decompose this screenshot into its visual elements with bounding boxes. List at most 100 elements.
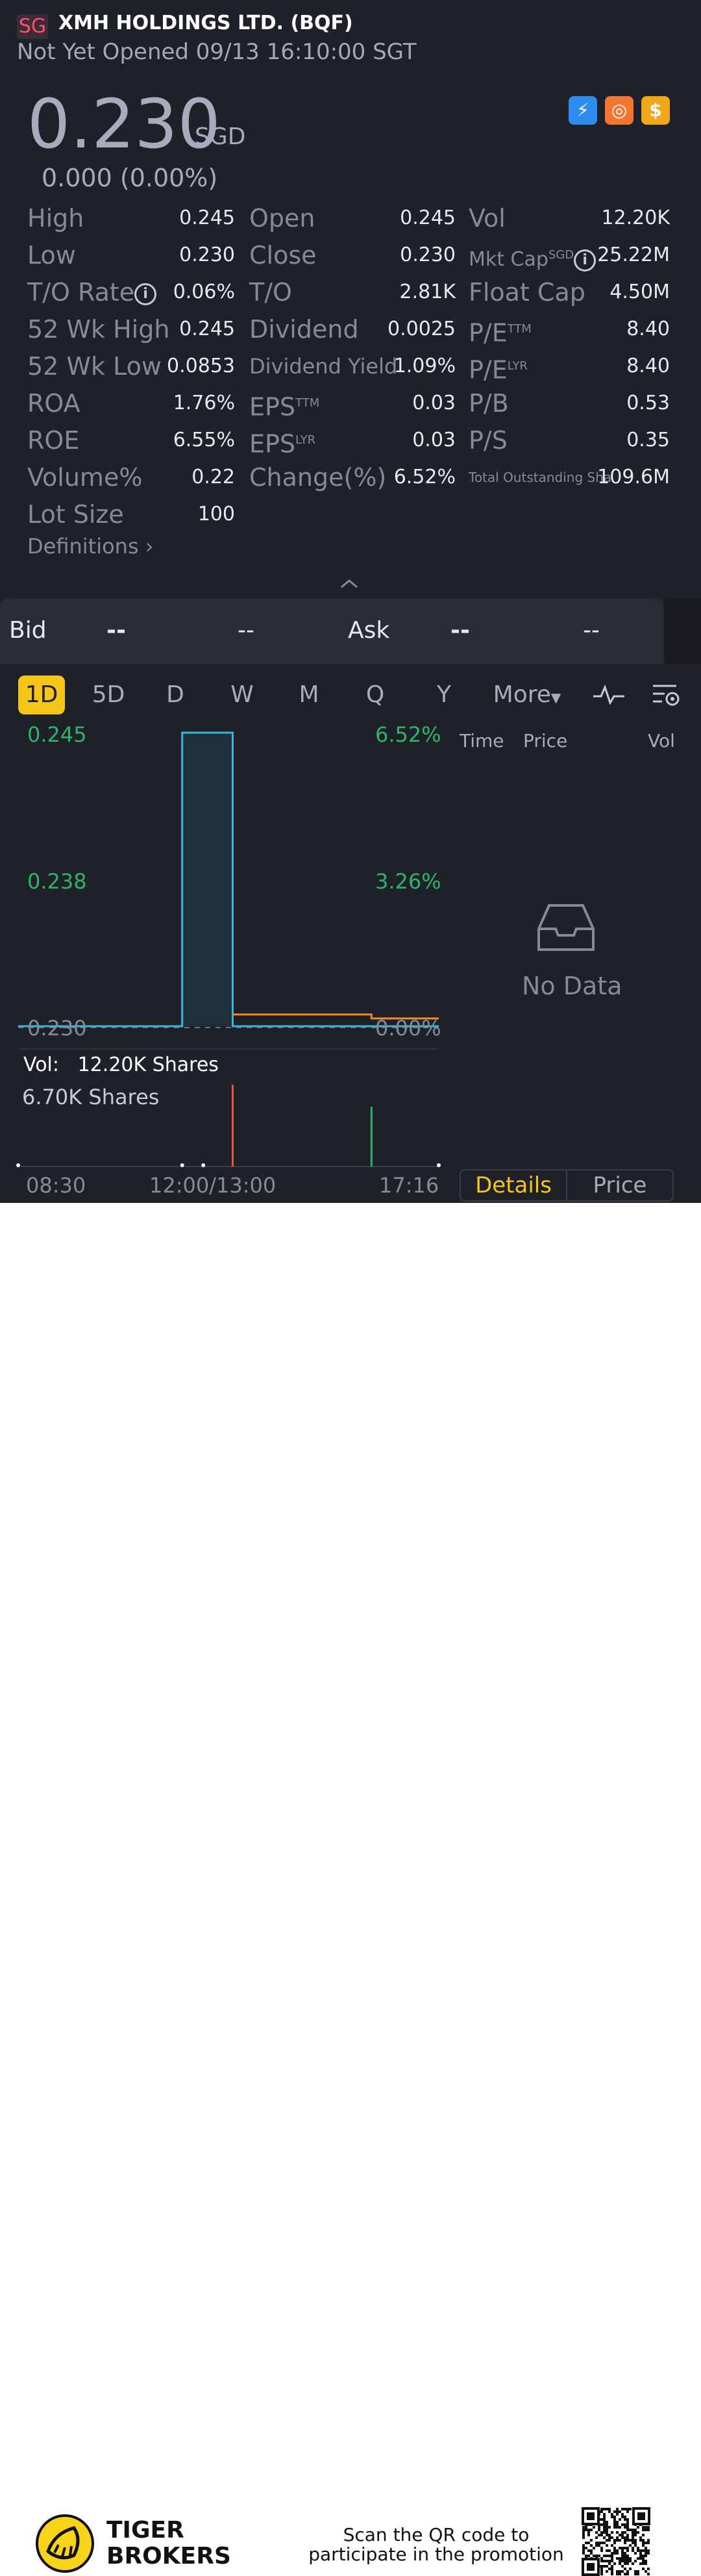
qr-module xyxy=(582,2552,585,2555)
collapse-caret-icon[interactable] xyxy=(339,577,360,590)
price-toggle[interactable]: Price xyxy=(593,1172,647,1198)
qr-module xyxy=(585,2529,587,2531)
definitions-link[interactable]: Definitions › xyxy=(27,534,154,559)
stat-close-label: Close xyxy=(249,241,317,270)
info-icon[interactable]: i xyxy=(574,249,596,271)
stat-torate-value: 0.06% xyxy=(173,281,235,303)
qr-module xyxy=(634,2534,637,2536)
qr-module xyxy=(611,2557,613,2560)
stock-quote-screen: SG XMH HOLDINGS LTD. (BQF) Not Yet Opene… xyxy=(0,0,701,1203)
flash-icon[interactable]: ⚡ xyxy=(569,96,597,125)
qr-module xyxy=(606,2523,608,2526)
indicator-icon[interactable] xyxy=(592,682,626,708)
promo-footer: TIGER BROKERS Scan the QR code to partici… xyxy=(0,1203,701,2576)
y-tick-left-bottom: 0.230 xyxy=(27,1016,87,1041)
qr-module xyxy=(611,2573,613,2575)
stat-div-yield-label: Dividend Yield xyxy=(249,354,398,379)
tab-quarter[interactable]: Q xyxy=(365,681,385,708)
qr-module xyxy=(603,2555,606,2557)
qr-module xyxy=(626,2523,629,2526)
qr-module xyxy=(634,2544,637,2547)
qr-module xyxy=(613,2552,616,2555)
tab-1d[interactable]: 1D xyxy=(18,676,65,714)
qr-module xyxy=(639,2536,642,2539)
qr-module xyxy=(624,2542,626,2544)
qr-module xyxy=(608,2549,611,2552)
qr-module xyxy=(603,2526,606,2529)
volume-dot xyxy=(180,1163,184,1167)
qr-module xyxy=(639,2557,642,2560)
qr-module xyxy=(598,2526,600,2529)
qr-module xyxy=(616,2573,619,2575)
qr-module xyxy=(629,2544,632,2547)
qr-module xyxy=(621,2513,624,2516)
qr-module xyxy=(606,2544,608,2547)
x-tick-close: 17:16 xyxy=(379,1173,439,1198)
qr-module xyxy=(632,2549,634,2552)
qr-module xyxy=(600,2547,603,2549)
volume-label: Vol: xyxy=(23,1054,59,1076)
qr-module xyxy=(647,2539,650,2542)
qr-module xyxy=(593,2547,595,2549)
qr-module xyxy=(593,2526,595,2529)
qr-module xyxy=(624,2552,626,2555)
stat-change-pct-label: Change(%) xyxy=(249,463,387,492)
market-status: Not Yet Opened 09/13 16:10:00 SGT xyxy=(17,39,417,65)
qr-code[interactable] xyxy=(582,2507,650,2576)
volume-dot xyxy=(437,1163,441,1167)
qr-module xyxy=(637,2573,639,2575)
tab-year[interactable]: Y xyxy=(437,681,451,708)
qr-module xyxy=(587,2531,590,2534)
stat-vol-value: 12.20K xyxy=(601,207,670,229)
qr-module xyxy=(582,2536,585,2539)
y-tick-left-mid: 0.238 xyxy=(27,869,87,894)
qr-module xyxy=(606,2565,608,2568)
chart-settings-icon[interactable] xyxy=(650,682,682,709)
stat-eps-ttm-label: EPSTTM xyxy=(249,392,320,422)
stat-div-yield-value: 1.09% xyxy=(393,355,456,377)
brand-line-1: TIGER xyxy=(106,2517,184,2544)
stat-high-value: 0.245 xyxy=(179,207,235,229)
tab-week[interactable]: W xyxy=(230,681,254,708)
stat-pe-ttm-value: 8.40 xyxy=(626,318,670,340)
stat-floatcap-value: 4.50M xyxy=(609,281,670,303)
dollar-icon[interactable]: $ xyxy=(641,96,670,125)
qr-module xyxy=(613,2562,616,2565)
panel-toggle: Details Price xyxy=(460,1169,674,1202)
qr-module xyxy=(639,2562,642,2565)
qr-module xyxy=(608,2508,611,2510)
stat-low-value: 0.230 xyxy=(179,244,235,266)
tab-day[interactable]: D xyxy=(166,681,184,708)
tab-5d[interactable]: 5D xyxy=(92,681,125,708)
qr-module xyxy=(647,2542,650,2544)
qr-module xyxy=(611,2555,613,2557)
stat-to-value: 2.81K xyxy=(399,281,456,303)
volume-summary: Vol: 12.20K Shares xyxy=(23,1054,219,1076)
fund-icon[interactable]: ◎ xyxy=(605,96,633,125)
qr-module xyxy=(624,2547,626,2549)
qr-module xyxy=(608,2526,611,2529)
qr-module xyxy=(621,2552,624,2555)
brand-name: TIGER BROKERS xyxy=(106,2518,231,2570)
qr-module xyxy=(590,2529,593,2531)
stat-close-value: 0.230 xyxy=(400,244,456,266)
details-toggle[interactable]: Details xyxy=(461,1170,567,1200)
qr-module xyxy=(632,2536,634,2539)
qr-module xyxy=(598,2555,600,2557)
tab-month[interactable]: M xyxy=(299,681,319,708)
stat-pe-lyr-value: 8.40 xyxy=(626,355,670,377)
intraday-chart[interactable] xyxy=(0,721,448,1176)
price-area-fill xyxy=(18,733,439,1026)
y-tick-right-bottom: 0.00% xyxy=(375,1016,441,1041)
qr-module xyxy=(611,2516,613,2518)
qr-module xyxy=(629,2529,632,2531)
tab-more[interactable]: More▼ xyxy=(491,676,563,714)
qr-module xyxy=(619,2539,621,2542)
qr-module xyxy=(606,2508,608,2510)
qr-module xyxy=(642,2539,645,2542)
qr-module xyxy=(621,2547,624,2549)
info-icon[interactable]: i xyxy=(134,283,157,305)
stat-volume-pct-value: 0.22 xyxy=(191,466,235,488)
qr-module xyxy=(595,2555,598,2557)
qr-module xyxy=(626,2508,629,2510)
